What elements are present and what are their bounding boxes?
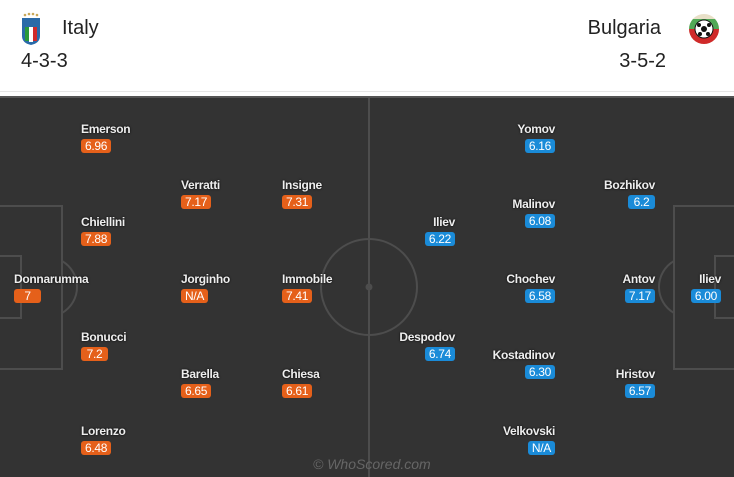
player-rating-badge: 6.48 [81,441,112,455]
italy-crest-icon [22,12,40,45]
player-rating-badge: 7.31 [282,195,313,209]
home-formation: 4-3-3 [21,50,68,72]
player-name: Emerson [81,122,131,136]
player-name: Insigne [282,178,322,192]
player-name: Chiesa [282,367,320,381]
home-player[interactable]: Bonucci 7.2 [81,330,127,361]
away-player[interactable]: Iliev 6.00 [690,272,721,303]
player-rating-badge: 6.30 [524,365,555,379]
player-rating-badge: 7.88 [81,232,112,246]
player-rating-badge: 6.61 [282,384,313,398]
player-rating-badge: 7.17 [624,289,655,303]
home-player[interactable]: Donnarumma 7 [14,272,89,303]
match-header: Italy 4-3-3 Bulgaria 3-5-2 [0,0,734,92]
player-rating-badge: N/A [527,441,555,455]
away-player[interactable]: Chochev 6.58 [506,272,555,303]
player-rating-badge: 7.2 [81,347,108,361]
away-player[interactable]: Despodov 6.74 [399,330,455,361]
player-name: Jorginho [181,272,230,286]
player-rating-badge: 6.96 [81,139,112,153]
player-rating-badge: 7 [14,289,41,303]
home-player[interactable]: Chiellini 7.88 [81,215,125,246]
away-team-name[interactable]: Bulgaria [587,17,661,39]
away-player[interactable]: Malinov 6.08 [512,197,555,228]
away-player[interactable]: Velkovski N/A [503,424,555,455]
player-rating-badge: 7.41 [282,289,313,303]
away-player[interactable]: Iliev 6.22 [424,215,455,246]
away-player[interactable]: Hristov 6.57 [616,367,655,398]
player-name: Hristov [615,367,656,381]
player-name: Verratti [181,178,220,192]
player-rating-badge: 6.00 [690,289,721,303]
player-name: Iliev [699,272,721,286]
player-name: Kostadinov [492,348,556,362]
away-player[interactable]: Yomov 6.16 [517,122,555,153]
player-rating-badge: 7.17 [181,195,212,209]
home-team-name[interactable]: Italy [62,17,99,39]
player-rating-badge: 6.22 [424,232,455,246]
pitch-markings [0,98,734,477]
player-name: Lorenzo [81,424,126,438]
home-player[interactable]: Barella 6.65 [181,367,219,398]
player-rating-badge: 6.58 [524,289,555,303]
home-player[interactable]: Immobile 7.41 [282,272,333,303]
player-name: Chiellini [81,215,125,229]
watermark: © WhoScored.com [313,456,431,472]
home-player[interactable]: Jorginho N/A [181,272,230,303]
pitch: Emerson 6.96 Verratti 7.17 Insigne 7.31 Chiell… [0,96,734,477]
away-formation: 3-5-2 [619,50,666,72]
player-name: Iliev [433,215,455,229]
player-rating-badge: 6.65 [181,384,212,398]
player-rating-badge: 6.08 [524,214,555,228]
player-name: Chochev [506,272,555,286]
player-rating-badge: 6.2 [628,195,655,209]
home-player[interactable]: Lorenzo 6.48 [81,424,126,455]
player-rating-badge: 6.74 [424,347,455,361]
player-rating-badge: 6.16 [524,139,555,153]
bulgaria-crest-icon [689,14,719,44]
home-player[interactable]: Emerson 6.96 [81,122,131,153]
player-rating-badge: 6.57 [624,384,655,398]
player-name: Bonucci [81,330,127,344]
away-player[interactable]: Antov 7.17 [622,272,656,303]
player-name: Barella [181,367,219,381]
away-player[interactable]: Bozhikov 6.2 [604,178,655,209]
home-player[interactable]: Chiesa 6.61 [282,367,320,398]
player-name: Antov [622,272,656,286]
player-name: Yomov [517,122,555,136]
home-player[interactable]: Insigne 7.31 [282,178,322,209]
player-rating-badge: N/A [181,289,209,303]
player-name: Donnarumma [14,272,89,286]
home-player[interactable]: Verratti 7.17 [181,178,220,209]
player-name: Malinov [512,197,555,211]
player-name: Bozhikov [604,178,655,192]
player-name: Despodov [399,330,455,344]
player-name: Immobile [282,272,333,286]
player-name: Velkovski [502,424,555,438]
away-player[interactable]: Kostadinov 6.30 [493,348,555,379]
